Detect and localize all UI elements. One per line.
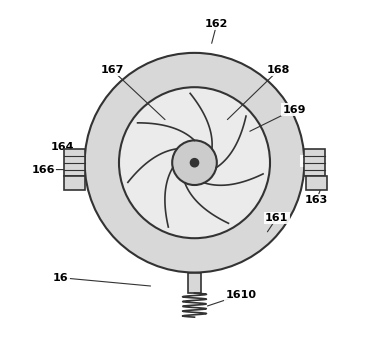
Text: 164: 164 <box>51 142 74 152</box>
Text: 162: 162 <box>205 19 228 29</box>
Text: 165: 165 <box>301 156 324 166</box>
Text: 163: 163 <box>305 195 328 206</box>
Text: 1610: 1610 <box>225 290 256 300</box>
Text: 169: 169 <box>282 104 306 115</box>
Bar <box>187 273 202 293</box>
Text: 168: 168 <box>267 65 290 75</box>
Text: 166: 166 <box>32 165 55 175</box>
Text: 167: 167 <box>100 65 124 75</box>
Text: 16: 16 <box>53 273 68 283</box>
Circle shape <box>190 158 199 167</box>
Bar <box>306 176 327 190</box>
Bar <box>64 149 85 176</box>
Text: 161: 161 <box>265 213 289 222</box>
Bar <box>64 176 85 190</box>
Circle shape <box>119 87 270 238</box>
Circle shape <box>85 53 304 273</box>
Bar <box>304 149 325 176</box>
Circle shape <box>172 140 217 185</box>
